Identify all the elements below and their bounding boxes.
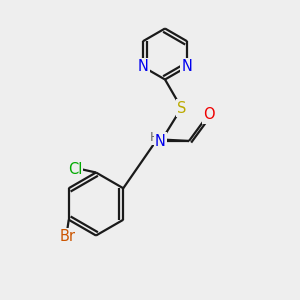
Text: N: N (182, 59, 193, 74)
Text: S: S (177, 100, 186, 116)
Text: N: N (155, 134, 166, 148)
Text: N: N (137, 59, 148, 74)
Text: H: H (150, 131, 159, 144)
Text: O: O (203, 107, 215, 122)
Text: Br: Br (59, 229, 75, 244)
Text: Cl: Cl (68, 162, 82, 177)
